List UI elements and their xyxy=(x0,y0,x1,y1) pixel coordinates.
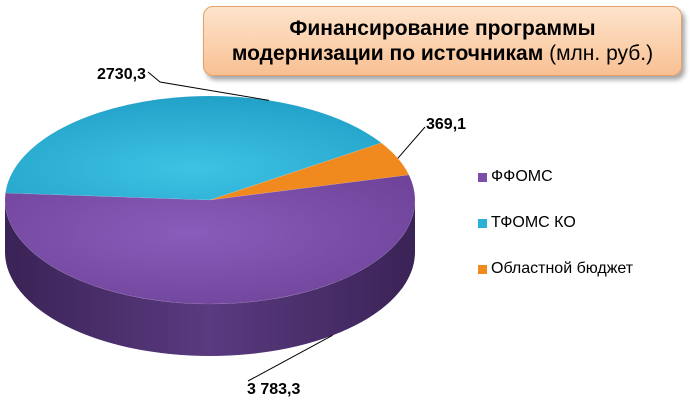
chart-title-box: Финансирование программы модернизации по… xyxy=(203,6,682,76)
chart-title-line2-unit: (млн. руб.) xyxy=(543,42,654,65)
chart-title-line2-bold: модернизации по источникам xyxy=(231,42,544,65)
legend-label-tfoms-ko: ТФОМС КО xyxy=(491,214,576,231)
legend-label-ffoms: ФФОМС xyxy=(491,168,553,185)
legend-item-tfoms-ko: ТФОМС КО xyxy=(478,212,678,234)
pie-group xyxy=(4,95,416,356)
leader-line-ffoms xyxy=(247,334,333,382)
legend-label-oblastnoy-byudzhet: Областной бюджет xyxy=(491,260,634,277)
chart-title-line1: Финансирование программы xyxy=(289,17,596,40)
legend-swatch-ffoms xyxy=(478,172,487,182)
pie-side-ffoms xyxy=(5,200,415,356)
chart-title-line2: модернизации по источникам (млн. руб.) xyxy=(232,41,653,66)
legend-swatch-oblastnoy-byudzhet xyxy=(478,264,487,274)
data-label-oblastnoy-byudzhet: 369,1 xyxy=(426,116,467,133)
data-label-tfoms-ko: 2730,3 xyxy=(97,66,146,83)
pie-slice-tfoms-ko xyxy=(5,95,382,201)
legend-swatch-tfoms-ko xyxy=(478,218,487,228)
leader-line-tfoms-ko xyxy=(147,71,270,101)
data-label-ffoms: 3 783,3 xyxy=(247,381,301,398)
legend: ФФОМС ТФОМС КО Областной бюджет xyxy=(478,166,678,304)
legend-item-ffoms: ФФОМС xyxy=(478,166,678,188)
leader-lines xyxy=(147,71,426,382)
pie-slice-ffoms xyxy=(4,174,416,305)
legend-item-oblastnoy-byudzhet: Областной бюджет xyxy=(478,258,678,280)
leader-line-oblastnoy-byudzhet xyxy=(397,126,426,159)
